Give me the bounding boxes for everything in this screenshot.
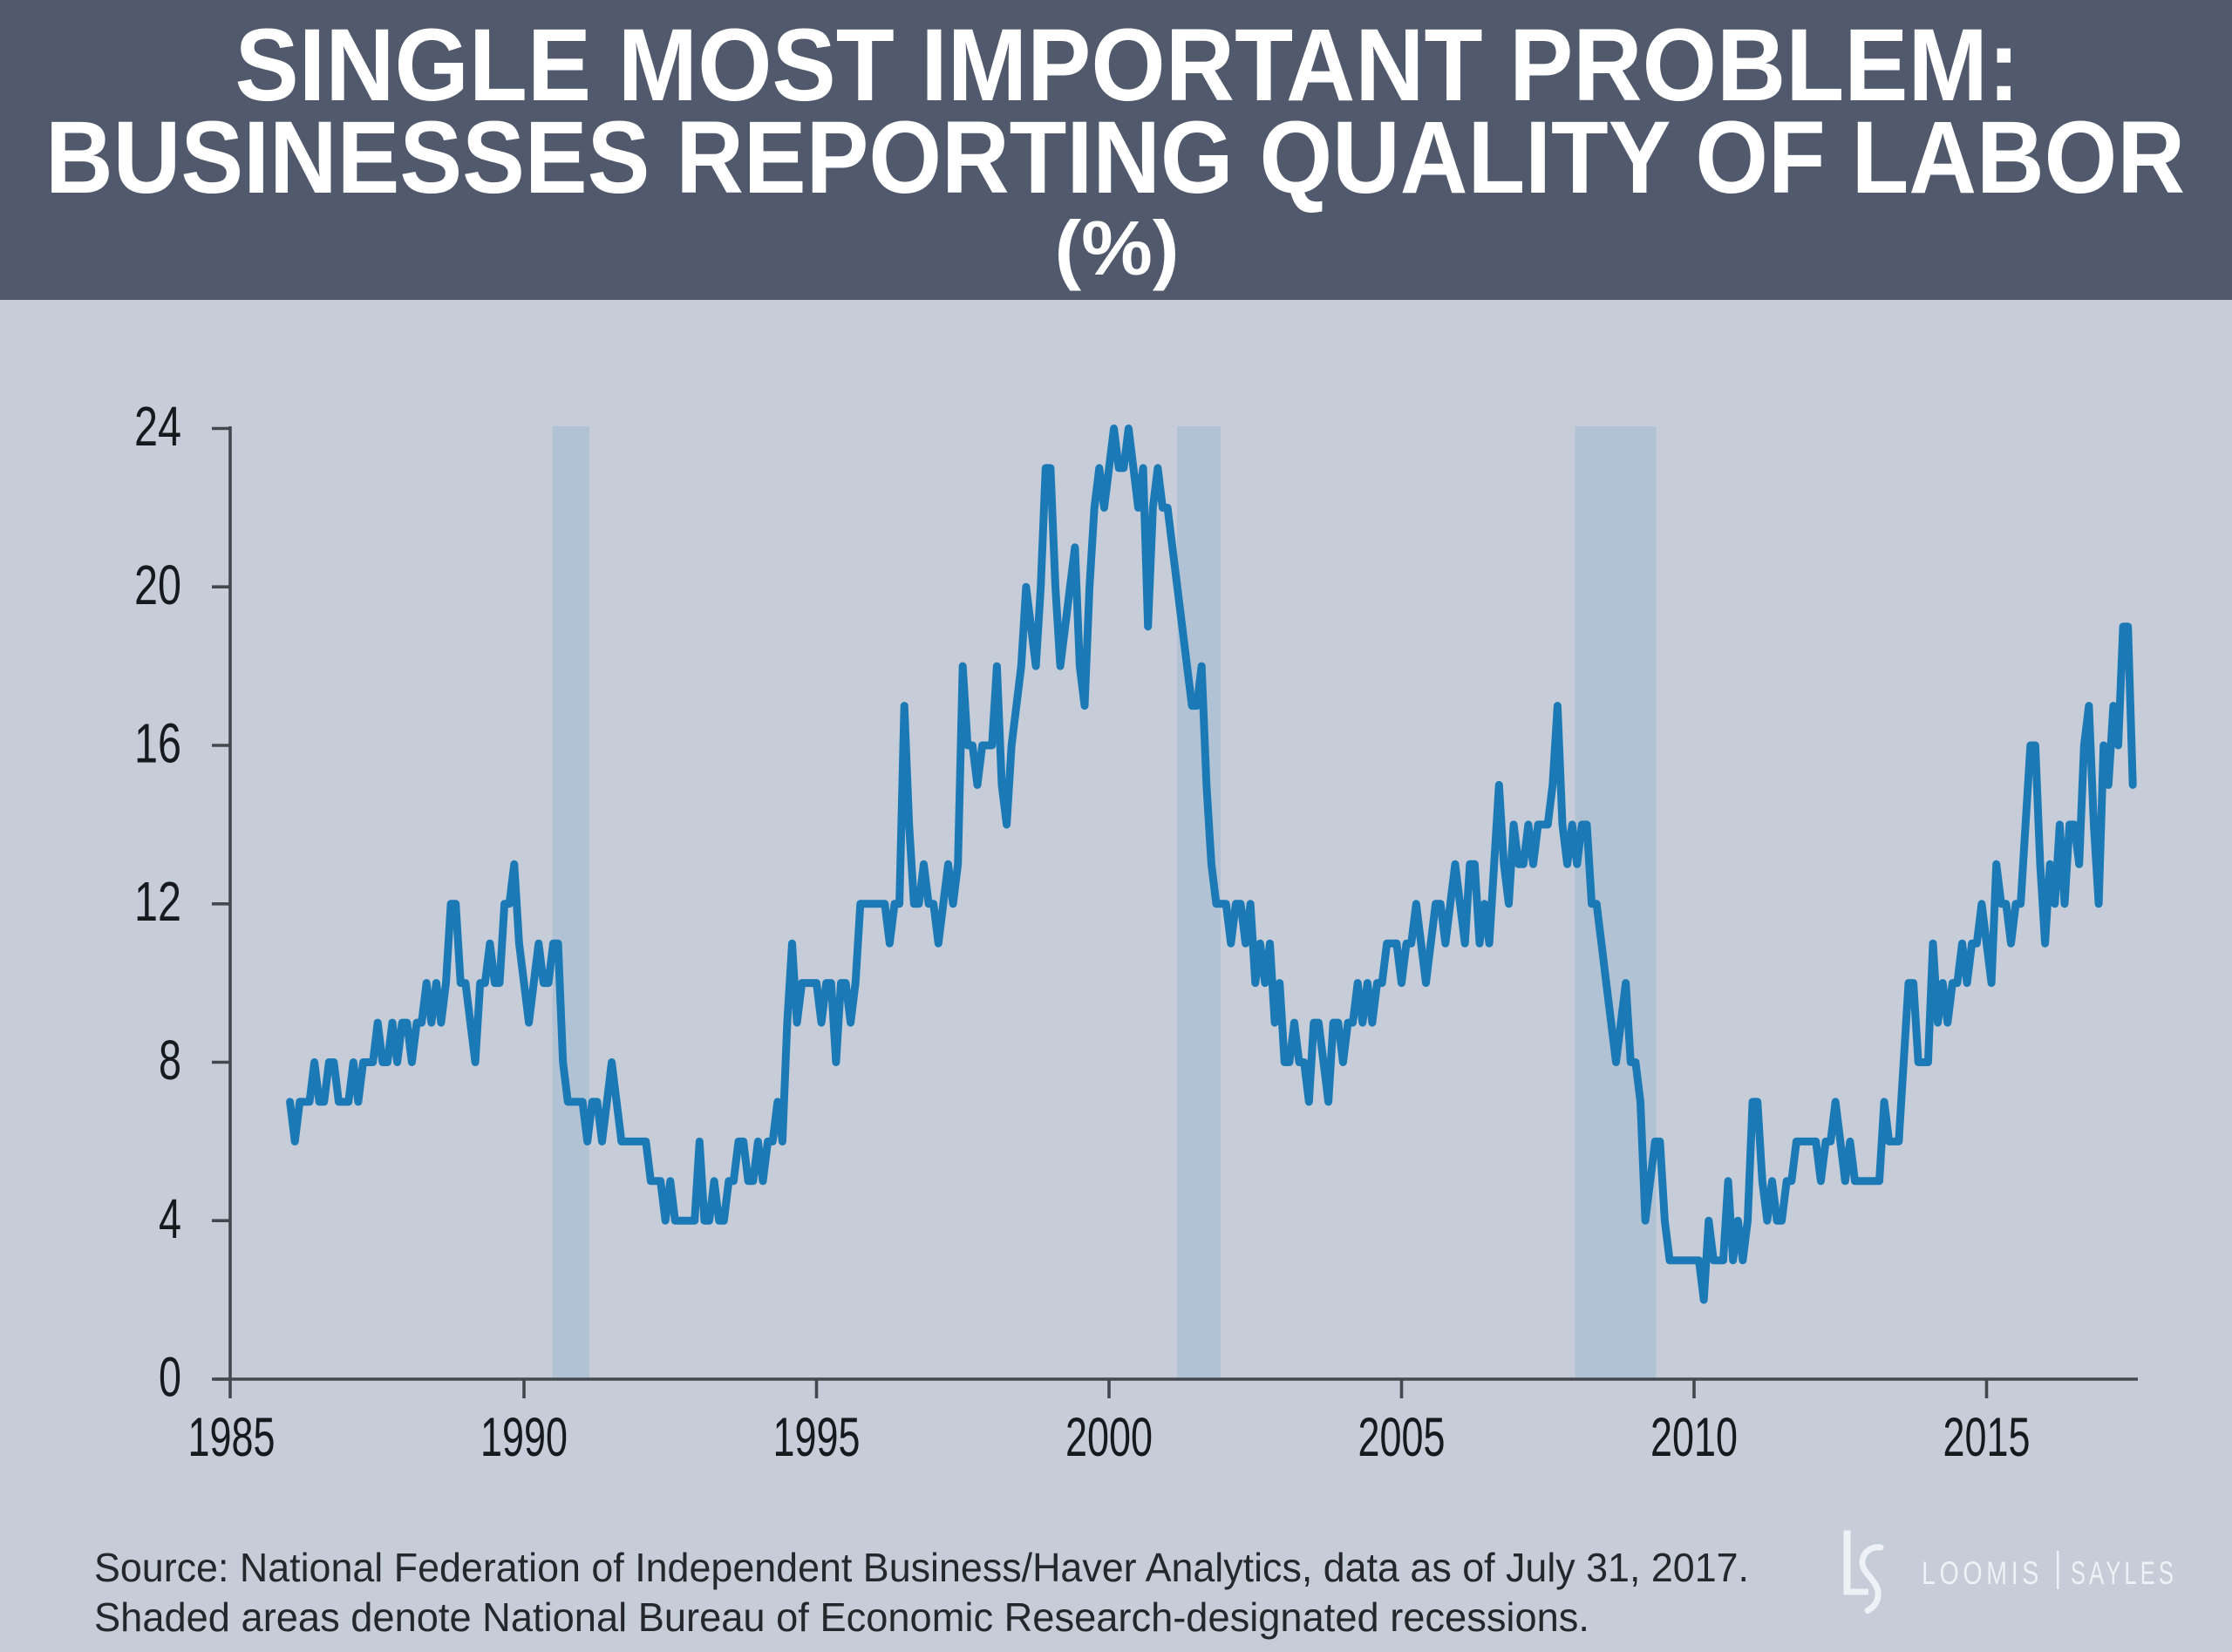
svg-text:SINGLE MOST IMPORTANT PROBLEM:: SINGLE MOST IMPORTANT PROBLEM: [235,8,2020,123]
svg-text:0: 0 [159,1346,181,1409]
svg-text:2015: 2015 [1943,1407,2031,1468]
svg-text:2000: 2000 [1065,1407,1153,1468]
svg-text:2005: 2005 [1358,1407,1446,1468]
svg-text:LOOMIS: LOOMIS [1922,1555,2043,1591]
svg-text:1990: 1990 [480,1407,568,1468]
svg-text:4: 4 [159,1187,181,1250]
svg-text:20: 20 [134,554,181,616]
svg-text:BUSINESSES REPORTING QUALITY O: BUSINESSES REPORTING QUALITY OF LABOR [45,100,2185,215]
svg-text:1995: 1995 [773,1407,861,1468]
svg-text:Shaded areas denote National B: Shaded areas denote National Bureau of E… [94,1594,1589,1640]
svg-text:1985: 1985 [188,1407,276,1468]
svg-text:12: 12 [134,870,181,933]
svg-text:(%): (%) [1055,205,1180,291]
svg-text:16: 16 [134,712,181,775]
svg-text:2010: 2010 [1650,1407,1738,1468]
svg-text:24: 24 [134,395,181,458]
svg-text:SAYLES: SAYLES [2071,1555,2177,1591]
svg-text:Source: National Federation of: Source: National Federation of Independe… [94,1545,1749,1590]
svg-text:8: 8 [159,1029,181,1091]
